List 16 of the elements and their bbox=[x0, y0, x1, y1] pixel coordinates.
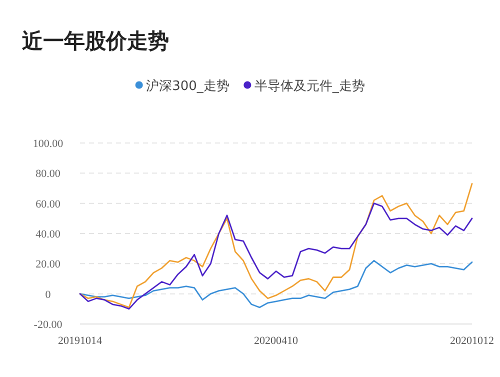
x-tick-label: 20201012 bbox=[450, 335, 494, 347]
legend-label: 半导体及元件_走势 bbox=[254, 79, 365, 94]
y-tick-label: 100.00 bbox=[32, 138, 64, 150]
legend-label: 沪深300_走势 bbox=[146, 78, 230, 94]
y-tick-label: 20.00 bbox=[36, 258, 61, 271]
y-tick-label: -20.00 bbox=[34, 319, 63, 331]
line-series bbox=[79, 260, 473, 308]
x-tick-label: 20191014 bbox=[58, 335, 102, 347]
y-tick-label: 60.00 bbox=[36, 198, 61, 210]
x-tick-label: 20200410 bbox=[254, 335, 298, 347]
y-tick-label: 0 bbox=[45, 288, 52, 301]
y-tick-label: 80.00 bbox=[36, 168, 61, 180]
line-series bbox=[79, 202, 473, 310]
line-series bbox=[79, 183, 473, 308]
y-tick-label: 40.00 bbox=[36, 228, 61, 240]
chart-title: 近一年股价走势 bbox=[21, 29, 169, 53]
